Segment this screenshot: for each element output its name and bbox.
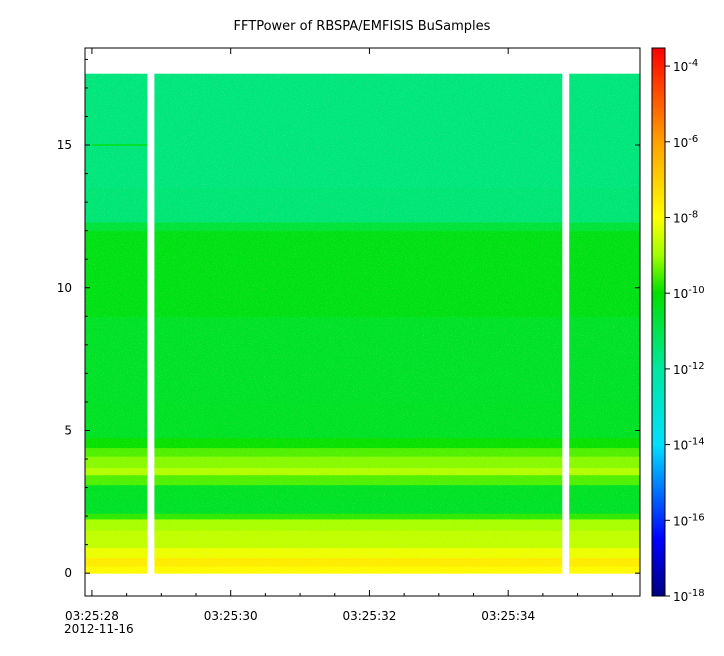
plot-frame <box>84 47 641 597</box>
x-tick-label: 03:25:32 <box>342 609 396 623</box>
colorbar-tick-exponent: -18 <box>688 588 704 599</box>
colorbar-tick-exponent: -10 <box>688 285 704 296</box>
data-gaps <box>147 72 570 575</box>
x-tick-label: 03:25:34 <box>481 609 535 623</box>
colorbar-tick-exponent: -14 <box>688 437 704 448</box>
colorbar-tick-exponent: -4 <box>688 58 698 69</box>
x-tick-label: 03:25:28 <box>65 609 119 623</box>
data-gap <box>147 72 155 575</box>
colorbar-tick-label: 10-10 <box>673 285 705 301</box>
colorbar-tick-exponent: -8 <box>688 209 698 220</box>
colorbar-tick-label: 10-14 <box>673 437 705 453</box>
colorbar-tick-label: 10-12 <box>673 361 705 377</box>
colorbar: 10-18 10-16 10-14 10-12 10-10 10-8 10-6 10-4 <box>651 47 705 604</box>
plot-area <box>85 72 640 575</box>
x-date-label: 2012-11-16 <box>64 622 134 636</box>
colorbar-ticks: 10-18 10-16 10-14 10-12 10-10 10-8 10-6 10-4 <box>665 58 705 604</box>
colorbar-tick-label: 10-18 <box>673 588 705 604</box>
colorbar-tick-exponent: -12 <box>688 361 704 372</box>
colorbar-tick-label: 10-16 <box>673 512 705 528</box>
colorbar-tick-exponent: -6 <box>688 134 698 145</box>
colorbar-tick-label: 10-8 <box>673 209 698 225</box>
chart-title: FFTPower of RBSPA/EMFISIS BuSamples <box>234 19 491 34</box>
noise-texture <box>85 73 640 574</box>
colorbar-tick-exponent: -16 <box>688 512 704 523</box>
y-tick-label: 15 <box>57 138 72 152</box>
x-tick-label: 03:25:30 <box>204 609 258 623</box>
colorbar-tick-label: 10-4 <box>673 58 698 74</box>
colorbar-tick-label: 10-6 <box>673 134 698 150</box>
y-tick-label: 5 <box>64 423 72 437</box>
y-axis: 0 5 10 15 <box>57 58 640 580</box>
y-tick-label: 0 <box>64 566 72 580</box>
colorbar-scale <box>651 47 666 597</box>
y-tick-label: 10 <box>57 281 72 295</box>
data-gap <box>562 72 570 575</box>
